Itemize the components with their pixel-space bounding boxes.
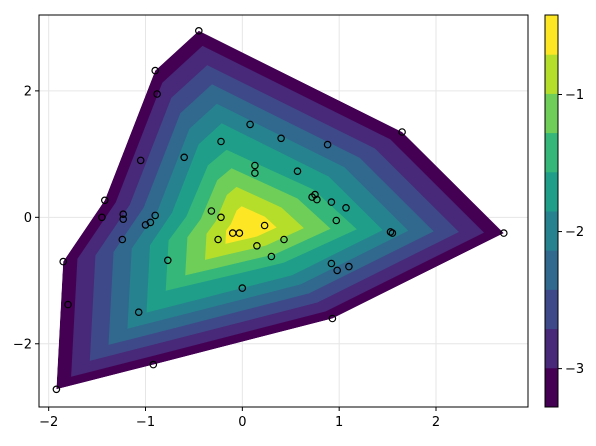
data-point xyxy=(328,314,337,323)
colorbar-tick-label: −3 xyxy=(565,362,584,377)
data-point xyxy=(293,167,302,176)
colorbar-segment xyxy=(545,93,558,134)
data-point xyxy=(98,213,106,222)
data-point xyxy=(52,385,61,394)
data-point xyxy=(499,229,508,237)
data-point xyxy=(277,134,285,143)
data-point xyxy=(251,169,259,177)
data-point xyxy=(323,140,332,149)
y-tick-label: 0 xyxy=(24,211,32,226)
data-point xyxy=(134,308,143,317)
data-point xyxy=(398,128,406,136)
data-point xyxy=(342,204,350,212)
data-point xyxy=(333,266,342,275)
y-axis-ticks: −2 0 2 xyxy=(13,84,39,352)
data-point xyxy=(388,229,397,237)
data-point xyxy=(118,235,127,244)
data-point xyxy=(345,262,353,271)
colorbar-tick-label: −2 xyxy=(565,225,584,240)
data-point xyxy=(246,120,254,129)
data-point xyxy=(267,252,276,261)
data-points xyxy=(52,26,508,394)
data-point xyxy=(164,256,172,265)
data-point xyxy=(207,207,216,215)
colorbar-segment xyxy=(545,367,558,408)
x-tick-label: −2 xyxy=(39,415,58,430)
colorbar-segment xyxy=(545,211,558,251)
data-point xyxy=(217,213,225,222)
data-point xyxy=(214,235,222,244)
colorbar-segment xyxy=(545,250,558,290)
data-point xyxy=(119,215,128,224)
y-tick-label: 2 xyxy=(24,84,32,99)
data-point xyxy=(59,257,68,266)
colorbar-segment xyxy=(545,171,558,212)
data-point xyxy=(119,210,128,219)
data-point xyxy=(149,360,158,369)
data-point xyxy=(238,284,247,292)
x-tick-label: 2 xyxy=(432,415,440,430)
data-point xyxy=(151,211,160,220)
data-point xyxy=(153,90,161,98)
data-point xyxy=(101,196,109,205)
x-tick-label: −1 xyxy=(136,415,155,430)
colorbar-segment xyxy=(545,54,558,94)
data-point xyxy=(327,259,336,268)
contour-band xyxy=(225,206,277,244)
colorbar-segment xyxy=(545,132,558,173)
data-point xyxy=(313,195,321,204)
colorbar-tick-label: −1 xyxy=(565,88,584,103)
data-point xyxy=(251,161,259,170)
data-point xyxy=(64,300,72,309)
x-axis-ticks: −2 −1 0 1 2 xyxy=(39,407,440,430)
plot-frame xyxy=(38,14,529,408)
colorbar: −3 −2 −1 xyxy=(544,14,584,408)
colorbar-segment xyxy=(545,15,558,55)
data-point xyxy=(253,242,261,250)
data-point xyxy=(217,137,225,146)
data-point xyxy=(280,235,288,244)
data-point xyxy=(228,229,237,237)
contour-fill xyxy=(56,30,504,390)
x-tick-label: 0 xyxy=(238,415,246,430)
data-point xyxy=(141,221,150,229)
data-point xyxy=(327,198,336,206)
colorbar-segment xyxy=(545,328,558,369)
data-point xyxy=(151,66,160,75)
data-point xyxy=(260,221,269,230)
data-point xyxy=(332,216,341,225)
x-tick-label: 1 xyxy=(335,415,343,430)
colorbar-segment xyxy=(545,289,558,330)
y-tick-label: −2 xyxy=(13,337,32,352)
data-point xyxy=(311,190,319,199)
data-point xyxy=(136,156,145,165)
colorbar-frame xyxy=(544,14,559,408)
data-point xyxy=(195,26,203,35)
data-point xyxy=(180,153,189,162)
